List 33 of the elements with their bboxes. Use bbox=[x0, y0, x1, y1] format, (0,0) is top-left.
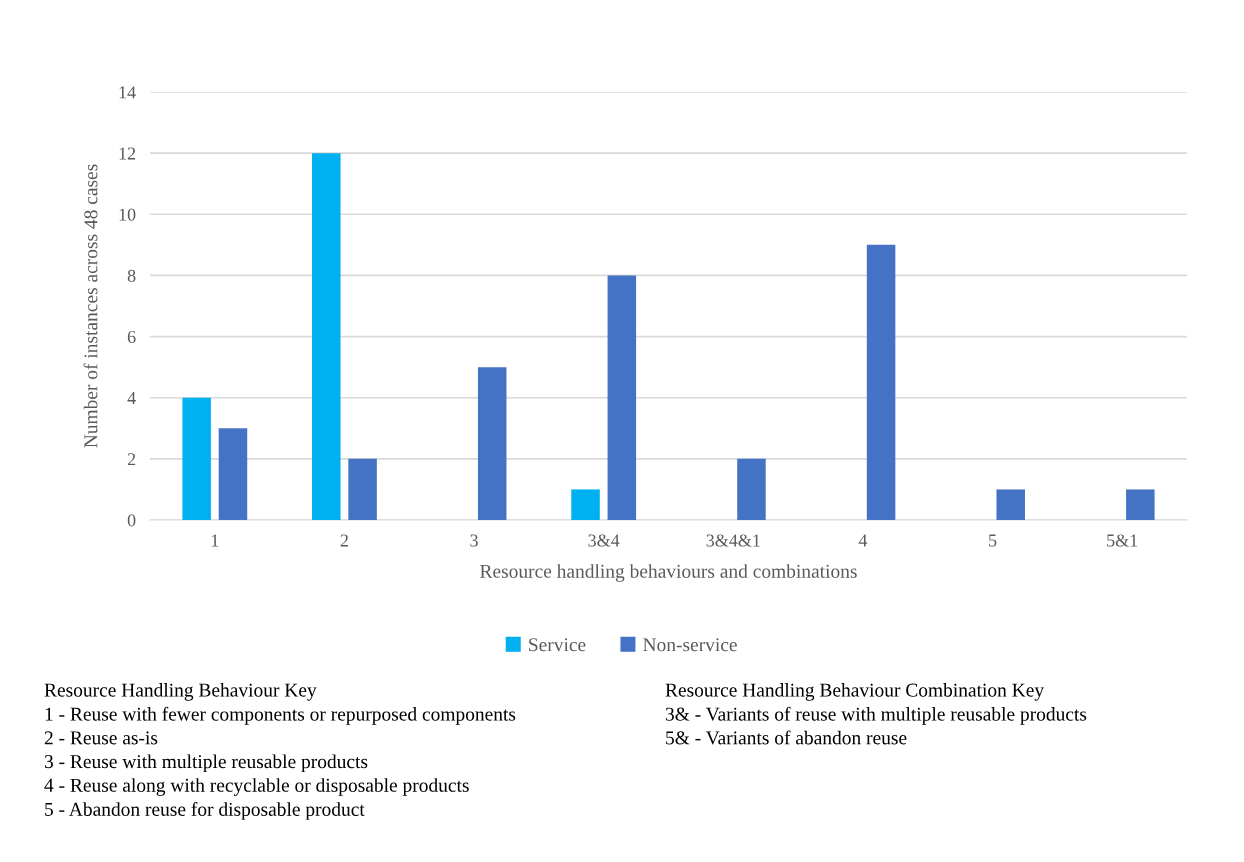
x-tick-label: 1 bbox=[211, 534, 219, 547]
y-tick-label: 6 bbox=[127, 330, 136, 344]
y-tick-label: 2 bbox=[127, 453, 136, 466]
text: Resource Handling Behaviour Key 1 - Reuse with fewer components or repurposed components 2 - Reuse as-is 3 - Reuse with multiple reusable products 4 - Reuse along with recyclable or disposable products 5 - Abandon reuse for disposable product bbox=[44, 683, 516, 820]
x-tick-label: 4 bbox=[858, 534, 868, 547]
x-tick-label: 3 bbox=[470, 534, 478, 547]
x-tick-label: 3&4&1 bbox=[706, 534, 760, 547]
y-axis-title: Number of instances across 48 cases bbox=[83, 164, 98, 448]
bar bbox=[607, 275, 637, 520]
x-tick-label: 2 bbox=[340, 534, 348, 547]
bar bbox=[312, 153, 341, 520]
y-tick-label: 10 bbox=[119, 208, 136, 221]
bar bbox=[571, 489, 600, 520]
bar bbox=[737, 458, 766, 520]
x-tick-label: 5&1 bbox=[1107, 534, 1138, 547]
bar bbox=[996, 489, 1025, 520]
y-tick-label: 8 bbox=[127, 269, 136, 282]
y-tick-label: 12 bbox=[119, 147, 136, 160]
legend-label: Non-service bbox=[643, 638, 737, 652]
x-axis-title: Resource handling behaviours and combinations bbox=[480, 564, 857, 582]
bar bbox=[348, 458, 377, 520]
bar bbox=[218, 428, 248, 520]
x-tick-label: 5 bbox=[989, 534, 997, 547]
legend-label: Service bbox=[529, 638, 586, 652]
bar bbox=[866, 244, 896, 520]
bar bbox=[182, 397, 211, 520]
y-tick-label: 0 bbox=[127, 514, 136, 527]
text: Resource Handling Behaviour Combination Key 3& - Variants of reuse with multiple reusable products 5& - Variants of abandon reuse bbox=[665, 683, 1087, 745]
bar bbox=[477, 367, 507, 520]
bar bbox=[1126, 489, 1155, 520]
x-tick-label: 3&4 bbox=[588, 534, 620, 547]
y-tick-label: 14 bbox=[119, 86, 136, 99]
y-tick-label: 4 bbox=[127, 392, 136, 404]
